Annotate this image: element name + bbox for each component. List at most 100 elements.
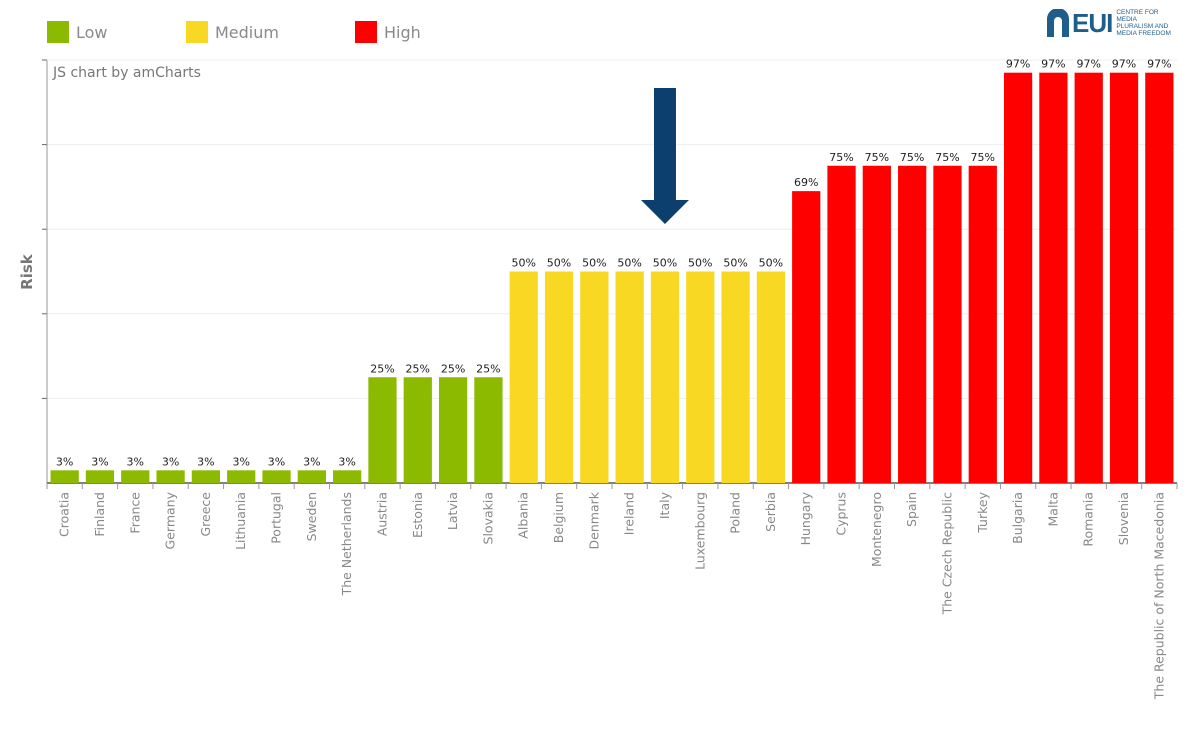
legend-item-high[interactable]: High: [355, 20, 421, 44]
x-tick-label: The Czech Republic: [939, 492, 954, 616]
bar-value-label: 50%: [688, 257, 712, 270]
chart-x-tick-labels: Croatia Finland France Germany Greece Lithuan…: [57, 491, 1167, 700]
bar-value-label: 50%: [547, 257, 571, 270]
bar-value-label: 50%: [617, 257, 641, 270]
bar-value-label: 3%: [232, 455, 249, 468]
bar-value-label: 3%: [303, 455, 320, 468]
bar: [1109, 72, 1139, 483]
x-tick-label: Hungary: [798, 491, 813, 545]
bar-value-label: 3%: [91, 455, 108, 468]
bar-value-label: 25%: [370, 362, 394, 375]
x-tick-label: Denmark: [586, 491, 601, 549]
bar-value-label: 50%: [653, 257, 677, 270]
bar-value-label: 97%: [1041, 58, 1065, 71]
bar: [580, 271, 609, 483]
x-tick-label: Slovenia: [1116, 492, 1131, 545]
eui-logo-subtitle-line: MEDIA FREEDOM: [1116, 30, 1171, 37]
x-tick-label: The Netherlands: [339, 492, 354, 596]
legend-item-low[interactable]: Low: [47, 20, 108, 44]
bar: [262, 470, 291, 483]
bar-value-label: 3%: [338, 455, 355, 468]
bar: [227, 470, 256, 483]
chart-value-labels: 3% 3% 3% 3% 3% 3% 3% 3% 3% 25% 25% 25% 25% 50% 50% 50% 5…: [56, 58, 1172, 469]
x-tick-label: Malta: [1045, 492, 1060, 526]
chart-bars: [50, 72, 1174, 483]
x-tick-label: France: [127, 492, 142, 534]
x-tick-label: Ireland: [622, 492, 637, 535]
bar: [721, 271, 750, 483]
bar-value-label: 97%: [1147, 58, 1171, 71]
x-tick-label: Portugal: [269, 492, 284, 544]
bar: [50, 470, 79, 483]
bar: [544, 271, 574, 483]
x-tick-label: Sweden: [304, 492, 319, 541]
x-tick-label: Finland: [92, 492, 107, 537]
bar-value-label: 75%: [935, 151, 959, 164]
bar-value-label: 3%: [56, 455, 73, 468]
x-tick-label: Germany: [163, 491, 178, 549]
bar-value-label: 69%: [794, 176, 818, 189]
bar-value-label: 25%: [406, 362, 430, 375]
bar-value-label: 97%: [1006, 58, 1030, 71]
bar-value-label: 97%: [1112, 58, 1136, 71]
x-tick-label: Turkey: [975, 491, 990, 533]
x-tick-label: Poland: [728, 492, 743, 534]
bar-value-label: 50%: [759, 257, 783, 270]
x-tick-label: The Republic of North Macedonia: [1151, 492, 1166, 700]
bar-value-label: 50%: [582, 257, 606, 270]
pointer-arrow: [640, 88, 689, 224]
chart-credit-link[interactable]: JS chart by amCharts: [53, 65, 201, 81]
x-tick-label: Slovakia: [480, 492, 495, 544]
legend-label-low: Low: [76, 22, 108, 42]
bar-value-label: 50%: [511, 257, 535, 270]
bar: [297, 470, 326, 483]
bar: [827, 165, 856, 483]
eui-logo-mark-icon: [1047, 9, 1069, 37]
x-tick-label: Bulgaria: [1010, 492, 1025, 544]
x-tick-label: Croatia: [57, 492, 72, 537]
bar: [1145, 72, 1174, 483]
bar: [121, 470, 150, 483]
bar-value-label: 75%: [865, 151, 889, 164]
bar-value-label: 75%: [971, 151, 995, 164]
x-tick-label: Spain: [904, 492, 919, 527]
bar: [898, 165, 927, 483]
bar: [191, 470, 221, 483]
eui-logo[interactable]: EUI CENTRE FOR MEDIA PLURALISM AND MEDIA…: [1046, 5, 1186, 41]
y-axis-label: Risk: [18, 253, 36, 290]
bar: [756, 271, 786, 483]
bar: [333, 470, 362, 483]
bar: [933, 165, 962, 483]
eui-logo-subtitle: CENTRE FOR MEDIA PLURALISM AND MEDIA FRE…: [1116, 9, 1178, 37]
legend-label-high: High: [384, 22, 421, 42]
x-tick-label: Estonia: [410, 492, 425, 538]
x-tick-label: Italy: [657, 491, 672, 519]
down-arrow-icon: [640, 88, 689, 224]
bar-value-label: 3%: [162, 455, 179, 468]
bar: [650, 271, 680, 483]
x-tick-label: Austria: [374, 492, 389, 536]
bar-value-label: 3%: [127, 455, 144, 468]
legend-item-medium[interactable]: Medium: [186, 20, 279, 44]
x-tick-label: Serbia: [763, 492, 778, 532]
eui-logo-subtitle-line: PLURALISM AND: [1116, 23, 1169, 30]
bar: [156, 470, 185, 483]
x-tick-label: Albania: [516, 492, 531, 539]
legend-swatch-high: [355, 21, 377, 43]
x-tick-label: Montenegro: [869, 492, 884, 567]
legend-label-medium: Medium: [215, 22, 279, 42]
bar: [368, 377, 397, 483]
bar: [686, 271, 715, 483]
bar: [1039, 72, 1068, 483]
x-tick-label: Luxembourg: [692, 492, 707, 570]
bar-value-label: 25%: [441, 362, 465, 375]
bar: [968, 165, 997, 483]
bar: [1074, 72, 1103, 483]
eui-logo-text: EUI: [1072, 7, 1113, 38]
legend-swatch-medium: [186, 21, 208, 43]
eui-logo-subtitle-line: CENTRE FOR MEDIA: [1116, 9, 1159, 23]
x-tick-label: Cyprus: [834, 492, 849, 536]
bar: [1003, 72, 1033, 483]
bar-value-label: 97%: [1076, 58, 1100, 71]
